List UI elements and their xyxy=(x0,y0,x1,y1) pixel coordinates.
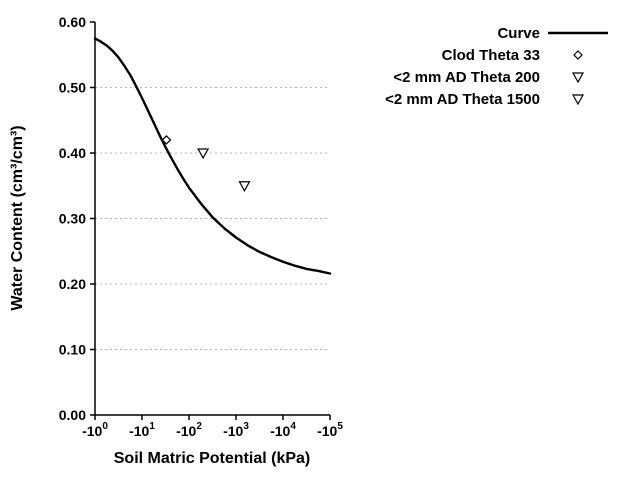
triangle-down-marker xyxy=(238,181,251,192)
legend-label: <2 mm AD Theta 200 xyxy=(393,69,540,86)
legend: Curve Clod Theta 33 <2 mm AD Theta 200 <2 m… xyxy=(385,25,608,108)
y-tick-label: 0.40 xyxy=(59,145,86,161)
y-tick-label: 0.20 xyxy=(59,276,86,292)
legend-label: Curve xyxy=(497,25,540,42)
diamond-marker xyxy=(573,50,583,60)
legend-label: <2 mm AD Theta 1500 xyxy=(385,91,540,108)
triangle-down-marker xyxy=(571,94,585,106)
x-tick-label: -105 xyxy=(317,421,343,439)
y-axis-title: Water Content (cm³/cm³) xyxy=(9,125,26,311)
triangle-down-marker xyxy=(571,72,585,84)
y-tick-label: 0.10 xyxy=(59,342,86,358)
x-tick-label: -103 xyxy=(223,421,249,439)
x-tick-label: -102 xyxy=(176,421,202,439)
x-tick-label: -100 xyxy=(82,421,108,439)
legend-entry: <2 mm AD Theta 1500 xyxy=(385,91,585,108)
y-tick-label: 0.60 xyxy=(59,14,86,30)
diamond-marker xyxy=(161,135,172,145)
x-tick-label: -104 xyxy=(270,421,296,439)
y-tick-label: 0.00 xyxy=(59,407,86,423)
legend-entry: Clod Theta 33 xyxy=(442,47,583,64)
y-tick-label: 0.30 xyxy=(59,211,86,227)
y-tick-label: 0.50 xyxy=(59,80,86,96)
legend-entry: Curve xyxy=(497,25,608,42)
legend-label: Clod Theta 33 xyxy=(442,47,540,64)
x-axis-title: Soil Matric Potential (kPa) xyxy=(113,450,311,467)
legend-entry: <2 mm AD Theta 200 xyxy=(393,69,585,86)
triangle-down-marker xyxy=(197,148,210,160)
x-tick-label: -101 xyxy=(129,421,155,439)
retention-curve xyxy=(93,37,332,275)
